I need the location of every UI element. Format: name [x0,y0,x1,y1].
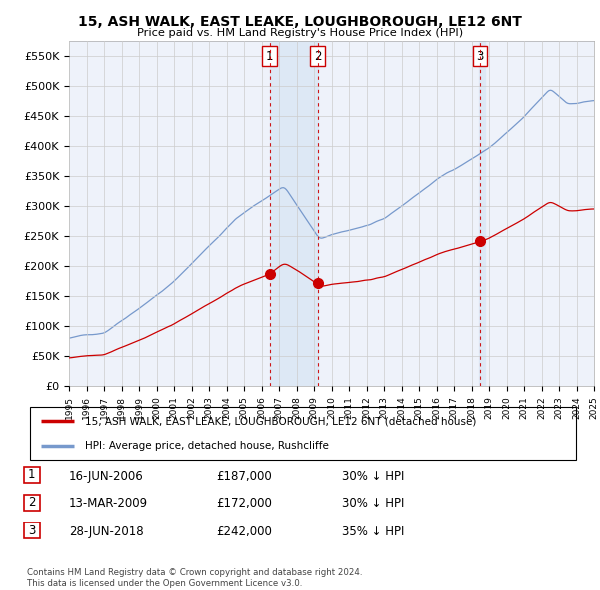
Text: HPI: Average price, detached house, Rushcliffe: HPI: Average price, detached house, Rush… [85,441,328,451]
Text: 15, ASH WALK, EAST LEAKE, LOUGHBOROUGH, LE12 6NT: 15, ASH WALK, EAST LEAKE, LOUGHBOROUGH, … [78,15,522,29]
Text: £187,000: £187,000 [216,470,272,483]
Text: 1: 1 [266,50,274,63]
Text: 16-JUN-2006: 16-JUN-2006 [69,470,144,483]
Text: Price paid vs. HM Land Registry's House Price Index (HPI): Price paid vs. HM Land Registry's House … [137,28,463,38]
Bar [479,41,485,386]
Text: Contains HM Land Registry data © Crown copyright and database right 2024.: Contains HM Land Registry data © Crown c… [27,568,362,576]
Text: 30% ↓ HPI: 30% ↓ HPI [342,470,404,483]
Text: 2: 2 [28,496,35,509]
Text: 2: 2 [314,50,321,63]
Text: £172,000: £172,000 [216,497,272,510]
Text: This data is licensed under the Open Government Licence v3.0.: This data is licensed under the Open Gov… [27,579,302,588]
Text: 35% ↓ HPI: 35% ↓ HPI [342,525,404,538]
Text: 13-MAR-2009: 13-MAR-2009 [69,497,148,510]
Text: 3: 3 [28,524,35,537]
Text: £242,000: £242,000 [216,525,272,538]
Bar [269,41,317,386]
Text: 28-JUN-2018: 28-JUN-2018 [69,525,143,538]
Text: 15, ASH WALK, EAST LEAKE, LOUGHBOROUGH, LE12 6NT (detached house): 15, ASH WALK, EAST LEAKE, LOUGHBOROUGH, … [85,417,476,427]
Text: 30% ↓ HPI: 30% ↓ HPI [342,497,404,510]
Text: 1: 1 [28,468,35,481]
Text: 3: 3 [476,50,484,63]
